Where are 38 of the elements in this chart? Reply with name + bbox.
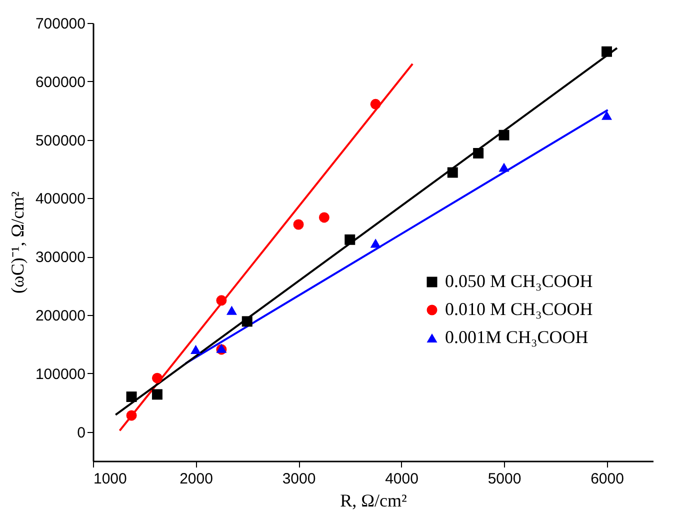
x-tick-label: 6000: [590, 470, 624, 488]
y-tick-label: 0: [77, 424, 86, 442]
point: [152, 389, 162, 400]
point: [126, 410, 137, 421]
y-tick-label: 700000: [35, 16, 86, 32]
point: [293, 219, 304, 230]
y-tick-label: 100000: [35, 366, 86, 383]
legend-label: 0.050 M CH₃COOH: [445, 271, 593, 291]
point: [190, 344, 201, 354]
x-tick-label: 3000: [282, 470, 316, 488]
point: [152, 372, 162, 384]
point: [473, 148, 484, 158]
y-tick-label: 300000: [35, 249, 86, 266]
point: [226, 306, 237, 315]
legend-label: 0.001M CH₃COOH: [445, 327, 588, 347]
point: [602, 110, 612, 120]
point: [216, 295, 227, 306]
y-tick-label: 500000: [35, 132, 86, 150]
point: [370, 98, 381, 110]
x-tick-label: 2000: [180, 470, 213, 488]
x-tick-label: 1000: [94, 470, 127, 488]
x-axis-title: R, Ω/cm²: [340, 490, 407, 510]
y-tick-label: 400000: [35, 190, 86, 208]
y-tick-label: 200000: [35, 308, 86, 324]
y-axis-title: (ωC)⁻¹, Ω/cm²: [7, 191, 28, 294]
x-tick-label: 4000: [385, 470, 418, 488]
x-tick-label: 5000: [488, 470, 522, 488]
point: [242, 316, 252, 327]
point: [126, 392, 137, 402]
point: [602, 46, 612, 57]
point: [498, 130, 510, 140]
point: [447, 167, 458, 178]
y-tick-label: 600000: [35, 74, 86, 91]
point: [498, 162, 510, 172]
point: [370, 238, 381, 248]
point: [344, 234, 356, 245]
point: [318, 212, 330, 223]
legend-label: 0.010 M CH₃COOH: [445, 299, 593, 319]
